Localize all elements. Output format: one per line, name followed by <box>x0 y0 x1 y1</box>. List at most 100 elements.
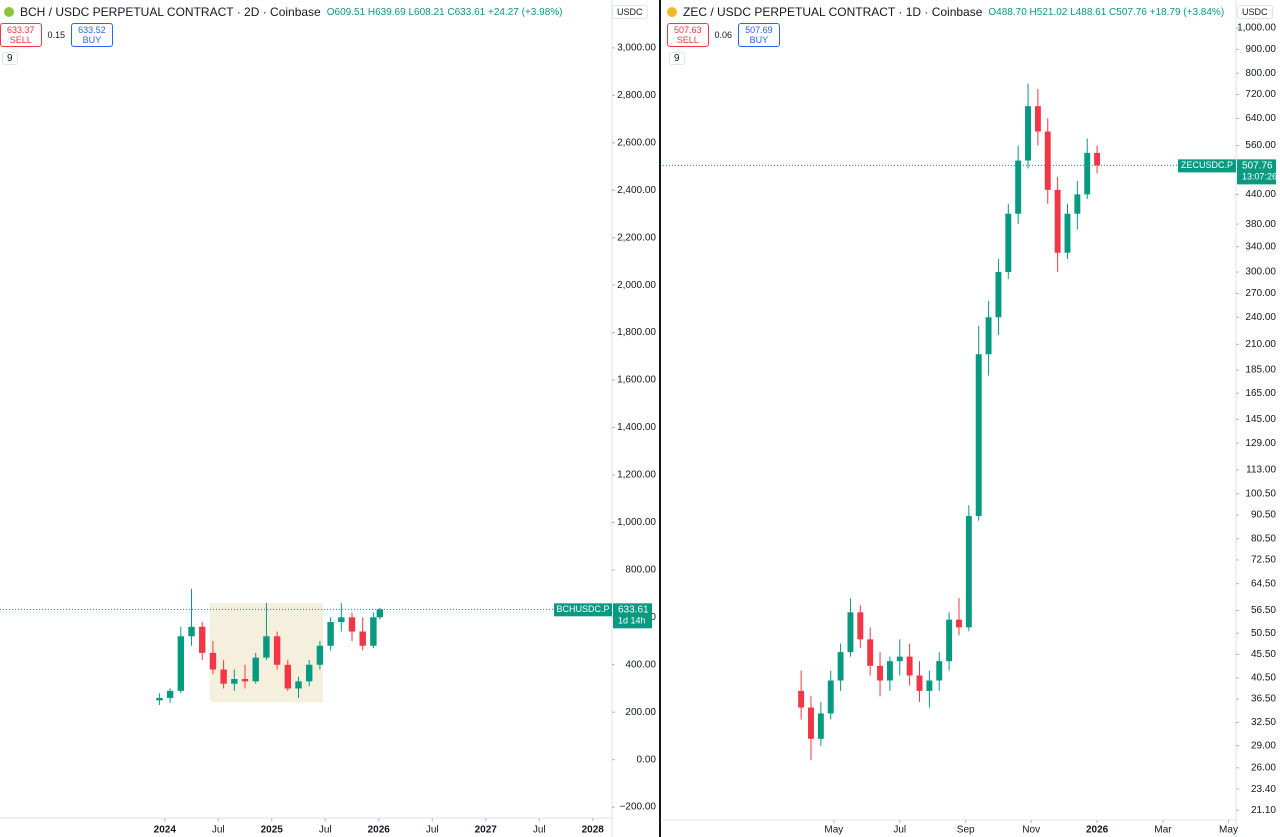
y-tick-label: 300.00 <box>1245 267 1276 278</box>
currency[interactable]: USDC <box>1237 5 1273 19</box>
sell-button[interactable]: 633.37 SELL <box>0 23 42 47</box>
candle-body <box>370 617 377 646</box>
candle-body <box>1054 189 1061 253</box>
candle-body <box>348 617 356 632</box>
sell-button[interactable]: 507.63 SELL <box>667 23 709 47</box>
y-tick-label: 210.00 <box>1245 339 1276 350</box>
y-tick-label: −200.00 <box>620 802 657 813</box>
x-tick-label: 2028 <box>582 825 605 836</box>
candle-body <box>936 661 943 681</box>
candle-body <box>886 661 893 681</box>
countdown: 13:07:26 <box>1242 172 1277 182</box>
y-tick-label: 1,000.00 <box>1237 23 1276 34</box>
y-tick-label: 40.50 <box>1251 673 1276 684</box>
spread: 0.15 <box>47 30 66 40</box>
y-tick-label: 45.50 <box>1251 649 1276 660</box>
symbol-tag <box>1178 159 1236 173</box>
ohlc: O488.70 H521.02 L488.61 C507.76 +18.79 (… <box>988 6 1225 18</box>
y-tick-label: 200.00 <box>625 707 656 718</box>
y-tick-label: 900.00 <box>1245 44 1276 55</box>
y-tick-label: 1,400.00 <box>617 422 656 433</box>
y-tick-label: 2,200.00 <box>617 232 656 243</box>
x-tick-label: May <box>1219 825 1238 836</box>
candle-body <box>985 317 992 355</box>
candle-body <box>995 272 1002 318</box>
y-tick-label: 1,000.00 <box>617 517 656 528</box>
candle-body <box>916 675 923 691</box>
symbol-title[interactable]: ZEC / USDC PERPETUAL CONTRACT · 1D · Coi… <box>683 5 983 19</box>
y-tick-label: 56.50 <box>1251 605 1276 616</box>
candle-body <box>338 617 345 623</box>
candle-body <box>1074 194 1081 214</box>
symbol-icon <box>4 7 14 17</box>
candle-body <box>295 681 302 689</box>
y-tick-label: 720.00 <box>1245 89 1276 100</box>
x-tick-label: Jul <box>426 825 439 836</box>
y-tick-label: 240.00 <box>1245 312 1276 323</box>
y-tick-label: 2,600.00 <box>617 137 656 148</box>
candle-body <box>220 669 227 684</box>
y-tick-label: 32.50 <box>1251 717 1276 728</box>
candle-body <box>956 619 962 628</box>
y-tick-label: 400.00 <box>625 659 656 670</box>
symbol-tag-text: BCHUSDC.P <box>556 604 609 614</box>
y-tick-label: 80.50 <box>1251 533 1276 544</box>
candle-body <box>263 636 270 658</box>
symbol-title[interactable]: BCH / USDC PERPETUAL CONTRACT · 2D · Coi… <box>20 5 321 19</box>
buy-button[interactable]: 633.52 BUY <box>71 23 113 47</box>
y-tick-label: 64.50 <box>1251 578 1276 589</box>
candle-body <box>199 626 206 653</box>
price-tag-text: 507.76 <box>1242 161 1273 172</box>
buy-price: 507.69 <box>745 25 773 35</box>
candle-body <box>156 697 163 701</box>
candle-body <box>177 636 185 691</box>
candle-body <box>166 690 174 698</box>
y-tick-label: 800.00 <box>1245 68 1276 79</box>
header: ZEC / USDC PERPETUAL CONTRACT · 1D · Coi… <box>667 5 1224 19</box>
candle-body <box>896 656 903 662</box>
sell-label: SELL <box>9 35 32 45</box>
indicators-toggle[interactable]: 9 <box>669 52 685 65</box>
y-tick-label: 560.00 <box>1245 140 1276 151</box>
candle-body <box>798 690 805 708</box>
y-tick-label: 72.50 <box>1251 555 1276 566</box>
x-tick-label: 2024 <box>154 825 177 836</box>
candle-body <box>188 626 195 637</box>
sell-price: 507.63 <box>674 25 702 35</box>
candle-body <box>273 636 281 665</box>
x-tick-label: Mar <box>1154 825 1172 836</box>
candle-body <box>1034 106 1041 132</box>
symbol-tag-text: ZECUSDC.P <box>1181 160 1233 170</box>
y-tick-label: 800.00 <box>625 564 656 575</box>
price-tag-text: 633.61 <box>618 604 649 615</box>
x-tick-label: Jul <box>893 825 906 836</box>
price-tag <box>1237 159 1276 185</box>
buy-price: 633.52 <box>78 25 106 35</box>
y-tick-label: 165.00 <box>1245 388 1276 399</box>
candle-body <box>877 665 884 681</box>
x-tick-label: 2026 <box>368 825 391 836</box>
y-tick-label: 380.00 <box>1245 219 1276 230</box>
x-tick-label: 2027 <box>475 825 498 836</box>
candle-body <box>327 622 334 646</box>
chart-panel: −200.000.00200.00400.00600.00800.001,000… <box>0 0 661 837</box>
y-tick-label: 29.00 <box>1251 740 1276 751</box>
sell-label: SELL <box>676 35 699 45</box>
candle-body <box>1015 160 1022 214</box>
x-tick-label: Sep <box>957 825 975 836</box>
indicators-toggle[interactable]: 9 <box>2 52 18 65</box>
buy-button[interactable]: 507.69 BUY <box>738 23 780 47</box>
candle-body <box>867 639 874 666</box>
candle-body <box>906 656 913 676</box>
trade-buttons: 507.63 SELL 0.06 507.69 BUY <box>667 23 780 47</box>
candle-body <box>965 516 972 628</box>
y-tick-label: 90.50 <box>1251 510 1276 521</box>
candle-body <box>252 657 259 682</box>
y-tick-label: 0.00 <box>637 754 657 765</box>
currency[interactable]: USDC <box>612 5 648 19</box>
y-tick-label: 145.00 <box>1245 414 1276 425</box>
buy-label: BUY <box>82 35 102 45</box>
trade-buttons: 633.37 SELL 0.15 633.52 BUY <box>0 23 113 47</box>
y-tick-label: 129.00 <box>1245 438 1276 449</box>
